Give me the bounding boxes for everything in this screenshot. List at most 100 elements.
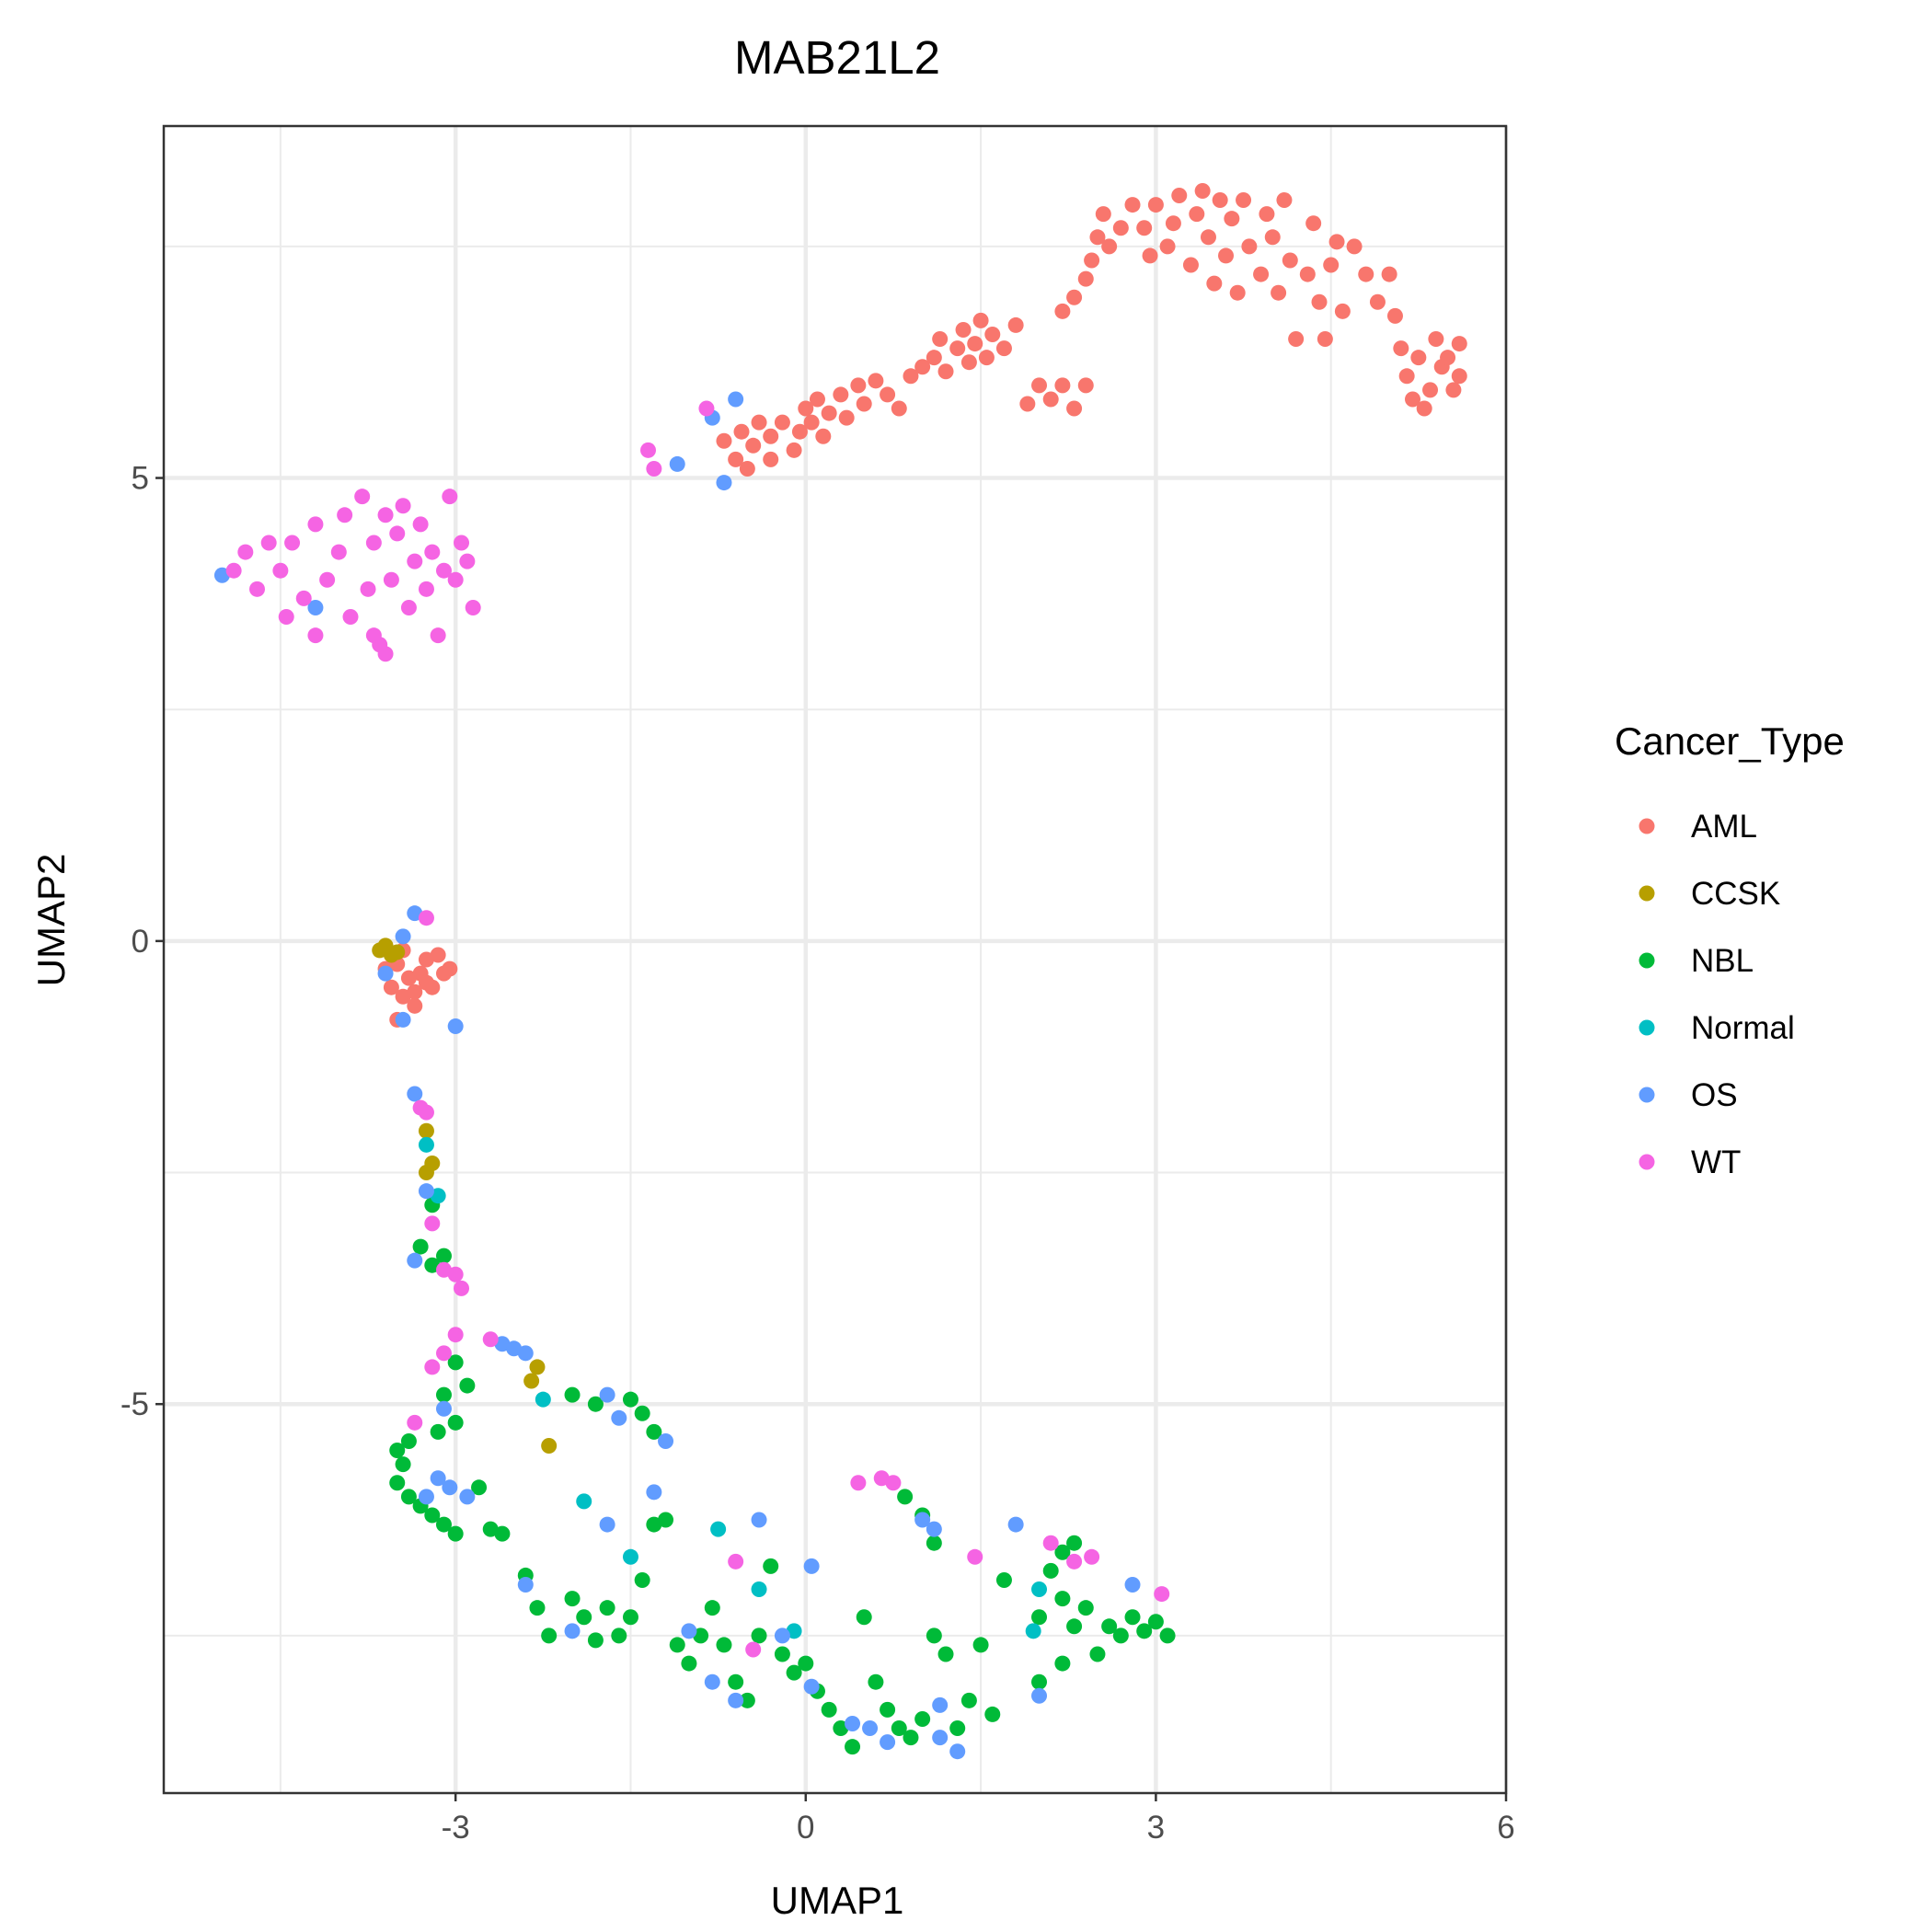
point-nbl (845, 1739, 861, 1755)
point-nbl (1077, 1600, 1094, 1616)
point-aml (1182, 257, 1199, 273)
point-nbl (435, 1386, 452, 1403)
point-nbl (937, 1646, 954, 1662)
point-os (447, 1018, 464, 1034)
point-nbl (424, 1507, 441, 1524)
point-aml (868, 373, 884, 389)
point-os (658, 1432, 674, 1449)
point-aml (1031, 377, 1048, 394)
point-nbl (1089, 1646, 1106, 1662)
point-wt (850, 1475, 867, 1491)
point-nbl (1066, 1618, 1083, 1635)
point-wt (418, 1104, 434, 1121)
point-nbl (400, 1432, 417, 1449)
panel-background (164, 126, 1506, 1793)
point-nbl (1054, 1591, 1071, 1607)
point-aml (1358, 266, 1374, 282)
point-nbl (949, 1720, 966, 1737)
point-nbl (1136, 1623, 1153, 1639)
point-nbl (880, 1701, 896, 1718)
point-os (611, 1409, 627, 1426)
point-aml (1165, 215, 1181, 232)
point-nbl (646, 1423, 662, 1440)
point-os (716, 475, 732, 491)
point-wt (698, 400, 715, 417)
point-nbl (412, 1238, 429, 1255)
y-tick-label: -5 (121, 1386, 149, 1422)
point-wt (412, 516, 429, 533)
point-nbl (704, 1600, 720, 1616)
point-aml (967, 336, 983, 352)
point-nbl (1101, 1618, 1118, 1635)
point-nbl (529, 1600, 546, 1616)
point-nbl (1054, 1655, 1071, 1672)
legend: Cancer_Type AML CCSK NBL Normal OS WT (1615, 719, 1845, 1180)
point-nbl (599, 1600, 615, 1616)
point-aml (774, 414, 790, 431)
point-normal (535, 1391, 551, 1408)
point-os (728, 1692, 744, 1708)
point-nbl (786, 1664, 802, 1681)
point-aml (1101, 238, 1118, 255)
point-wt (459, 553, 476, 569)
point-wt (337, 507, 353, 523)
point-os (681, 1623, 697, 1639)
point-aml (430, 947, 446, 963)
point-aml (791, 423, 808, 440)
point-aml (1054, 377, 1071, 394)
point-aml (1288, 331, 1305, 348)
y-tick-label: 0 (132, 924, 149, 960)
point-aml (407, 997, 423, 1014)
legend-label-ccsk: CCSK (1691, 876, 1780, 912)
point-aml (815, 428, 832, 444)
point-aml (1084, 252, 1100, 269)
point-aml (1171, 188, 1188, 203)
x-axis-label: UMAP1 (771, 1879, 904, 1922)
point-aml (937, 363, 954, 380)
point-aml (1054, 303, 1071, 319)
point-aml (763, 451, 779, 467)
legend-label-os: OS (1691, 1077, 1738, 1113)
point-os (646, 1484, 662, 1501)
legend-label-normal: Normal (1691, 1010, 1795, 1046)
point-aml (745, 437, 762, 454)
point-aml (1066, 400, 1083, 417)
point-aml (838, 409, 855, 426)
point-wt (1154, 1586, 1170, 1603)
legend-label-wt: WT (1691, 1144, 1741, 1180)
point-wt (1042, 1535, 1059, 1551)
point-nbl (430, 1423, 446, 1440)
point-os (932, 1730, 949, 1746)
legend-key-ccsk (1639, 885, 1655, 902)
point-normal (622, 1548, 638, 1565)
point-wt (365, 627, 382, 644)
point-aml (1159, 238, 1176, 255)
point-wt (377, 507, 394, 523)
point-wt (260, 535, 277, 551)
point-wt (407, 553, 423, 569)
panel-border (162, 124, 1508, 1795)
x-tick-label: -3 (442, 1810, 470, 1846)
point-nbl (903, 1730, 919, 1746)
point-aml (383, 979, 399, 995)
legend-label-aml: AML (1691, 809, 1757, 845)
point-nbl (821, 1701, 837, 1718)
point-nbl (1031, 1673, 1048, 1690)
point-aml (1253, 266, 1270, 282)
point-aml (1147, 197, 1164, 213)
point-aml (932, 331, 949, 348)
point-wt (360, 581, 376, 597)
point-aml (903, 368, 919, 385)
point-aml (1095, 206, 1111, 223)
point-os (395, 1011, 411, 1028)
point-nbl (447, 1525, 464, 1542)
x-axis: -3 0 3 6 (442, 1793, 1515, 1846)
point-wt (442, 489, 458, 505)
point-nbl (1147, 1614, 1164, 1630)
x-tick-label: 6 (1497, 1810, 1514, 1846)
point-wt (377, 646, 394, 662)
point-os (774, 1627, 790, 1644)
point-nbl (926, 1535, 942, 1551)
point-aml (1381, 266, 1397, 282)
